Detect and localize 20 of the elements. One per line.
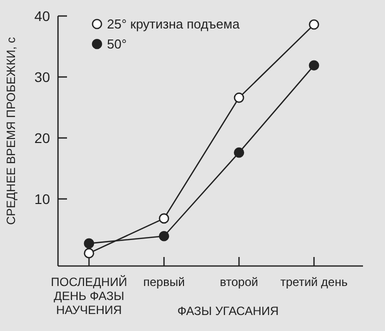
point	[308, 60, 320, 71]
y-tick-label: 40	[34, 8, 50, 24]
x-tick-label: третий день	[280, 275, 348, 289]
x-axis-title: ФАЗЫ УГАСАНИЯ	[177, 304, 279, 318]
point	[308, 19, 320, 30]
y-tick-label: 20	[34, 130, 50, 146]
point	[234, 92, 244, 103]
point	[84, 238, 94, 249]
legend-label: 50°	[107, 36, 127, 52]
x-tick-label: ПОСЛЕДНИЙ ДЕНЬ ФАЗЫ НАУЧЕНИЯ	[50, 275, 128, 317]
legend-label: 25° крутизна подъема	[107, 16, 240, 32]
y-tick-label: 30	[34, 68, 50, 85]
point	[84, 248, 94, 258]
point	[158, 213, 170, 224]
y-axis-title: СРЕДНЕЕ ВРЕМЯ ПРОБЕЖКИ, с	[4, 37, 18, 225]
point	[158, 230, 170, 242]
point	[234, 147, 244, 158]
x-tick-label: первый	[143, 275, 185, 289]
x-tick-label: второй	[220, 275, 258, 289]
y-tick-label: 10	[34, 190, 50, 207]
